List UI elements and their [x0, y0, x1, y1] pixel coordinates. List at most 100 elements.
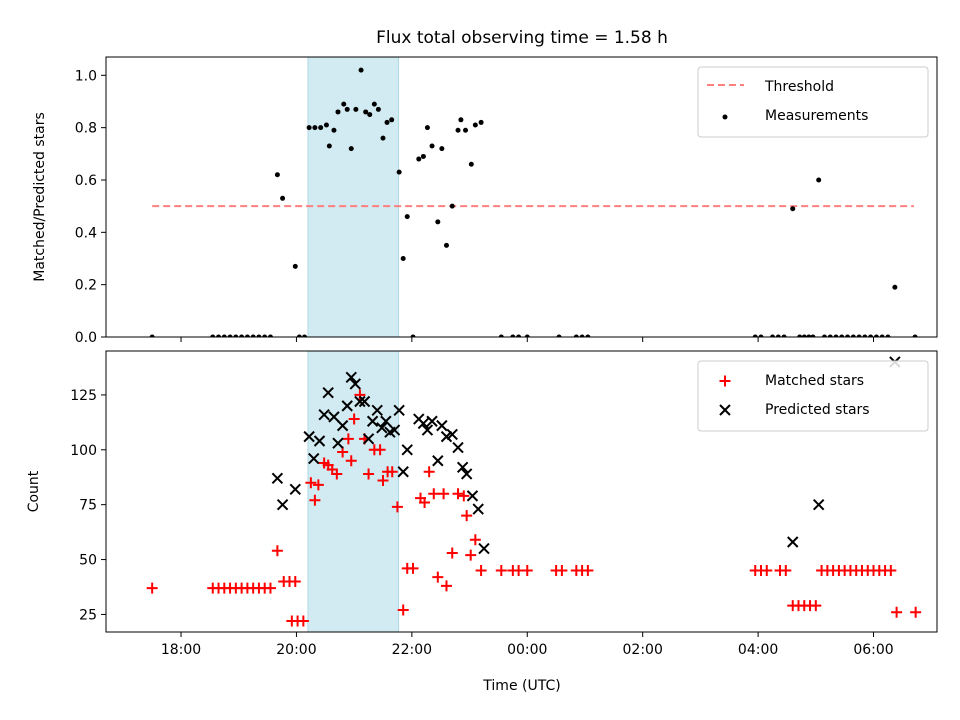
x-tick-label: 04:00: [738, 642, 778, 658]
y-tick-label: 0.2: [75, 278, 97, 294]
measurement-point: [556, 334, 562, 337]
predicted-star-point: [345, 371, 357, 384]
measurement-point: [885, 334, 891, 337]
measurement-point: [244, 334, 250, 337]
predicted-star-point: [380, 415, 392, 427]
legend-matched-swatch: [719, 375, 731, 387]
predicted-star-point: [289, 483, 301, 496]
predicted-star-point: [456, 461, 469, 474]
measurement-point: [296, 334, 302, 337]
matched-star-point: [885, 565, 897, 577]
matched-star-point: [458, 490, 470, 502]
measurement-point: [280, 195, 286, 201]
measurement-point: [478, 119, 484, 125]
measurement-point: [468, 161, 474, 167]
y-tick-label: 125: [70, 388, 97, 404]
predicted-star-point: [349, 378, 362, 390]
predicted-star-point: [336, 419, 349, 432]
predicted-star-point: [472, 503, 484, 515]
measurement-point: [879, 334, 885, 337]
legend-measurements-swatch: [722, 114, 728, 120]
measurement-point: [868, 334, 874, 337]
measurement-point: [573, 334, 579, 337]
matched-star-point: [146, 582, 158, 594]
observing-window-span: [307, 57, 400, 337]
matched-star-point: [342, 433, 354, 445]
matched-star-point: [423, 466, 435, 478]
predicted-star-point: [271, 472, 284, 485]
measurement-point: [250, 334, 256, 337]
measurement-point: [233, 334, 239, 337]
measurement-point: [326, 143, 332, 149]
top-y-axis-label: Matched/Predicted stars: [32, 112, 48, 282]
matched-star-point: [582, 565, 594, 577]
matched-star-point: [407, 562, 419, 574]
measurement-point: [312, 125, 318, 131]
x-tick-label: 00:00: [507, 642, 547, 658]
measurement-point: [331, 127, 337, 133]
measurement-point: [821, 334, 827, 337]
y-tick-label: 100: [70, 443, 97, 459]
measurement-point: [775, 334, 781, 337]
matched-star-point: [521, 565, 533, 577]
predicted-star-point: [366, 415, 379, 427]
predicted-star-point: [460, 468, 473, 480]
x-tick-label: 06:00: [853, 642, 893, 658]
matched-star-point: [428, 488, 440, 500]
measurement-point: [420, 153, 426, 159]
measurement-point: [306, 125, 312, 131]
bottom-y-axis-label: Count: [26, 470, 42, 512]
measurement-point: [458, 117, 464, 123]
measurement-point: [404, 214, 410, 220]
measurement-point: [267, 334, 273, 337]
measurement-point: [371, 101, 377, 107]
measurement-point: [758, 334, 764, 337]
matched-star-point: [446, 547, 458, 559]
measurement-point: [389, 117, 395, 123]
matched-star-point: [345, 455, 357, 467]
measurement-point: [862, 334, 868, 337]
measurement-point: [435, 219, 441, 225]
measurement-point: [400, 255, 406, 261]
measurement-point: [358, 67, 364, 73]
matched-star-point: [271, 545, 283, 557]
measurement-point: [353, 106, 359, 112]
matched-star-point: [331, 468, 343, 480]
measurement-point: [816, 177, 822, 183]
measurement-point: [472, 122, 478, 128]
matched-star-point: [469, 534, 481, 546]
y-tick-label: 1.0: [75, 68, 97, 84]
predicted-star-point: [303, 430, 315, 443]
matched-star-point: [465, 549, 477, 561]
matched-star-point: [910, 606, 922, 618]
predicted-star-point: [417, 417, 430, 430]
measurement-point: [449, 203, 455, 209]
top-panel-ratio: 0.0 0.2 0.4 0.6 0.8 1.0 Threshold Measurements: [75, 56, 938, 346]
predicted-star-point: [358, 395, 371, 408]
plot-area: [146, 351, 922, 632]
matched-star-point: [475, 565, 487, 577]
matched-star-point: [297, 615, 309, 627]
matched-star-point: [309, 494, 321, 506]
measurement-point: [221, 334, 227, 337]
y-tick-label: 0.8: [75, 121, 97, 137]
measurement-point: [348, 146, 354, 152]
predicted-star-point: [371, 404, 383, 416]
predicted-star-point: [421, 424, 434, 436]
predicted-star-point: [376, 422, 388, 434]
matched-star-point: [289, 576, 301, 588]
measurement-point: [516, 334, 522, 337]
measurement-point: [839, 334, 845, 337]
matched-star-point: [810, 600, 822, 612]
legend: Matched stars Predicted stars: [697, 360, 929, 432]
measurement-point: [463, 127, 469, 133]
measurement-point: [410, 334, 416, 337]
matched-star-point: [397, 604, 409, 616]
measurement-point: [318, 125, 324, 131]
predicted-star-point: [397, 466, 409, 478]
predicted-star-point: [446, 428, 458, 441]
legend-label: Matched stars: [765, 373, 864, 389]
measurement-point: [363, 109, 369, 115]
legend-box: [697, 360, 929, 432]
predicted-star-point: [452, 441, 464, 454]
